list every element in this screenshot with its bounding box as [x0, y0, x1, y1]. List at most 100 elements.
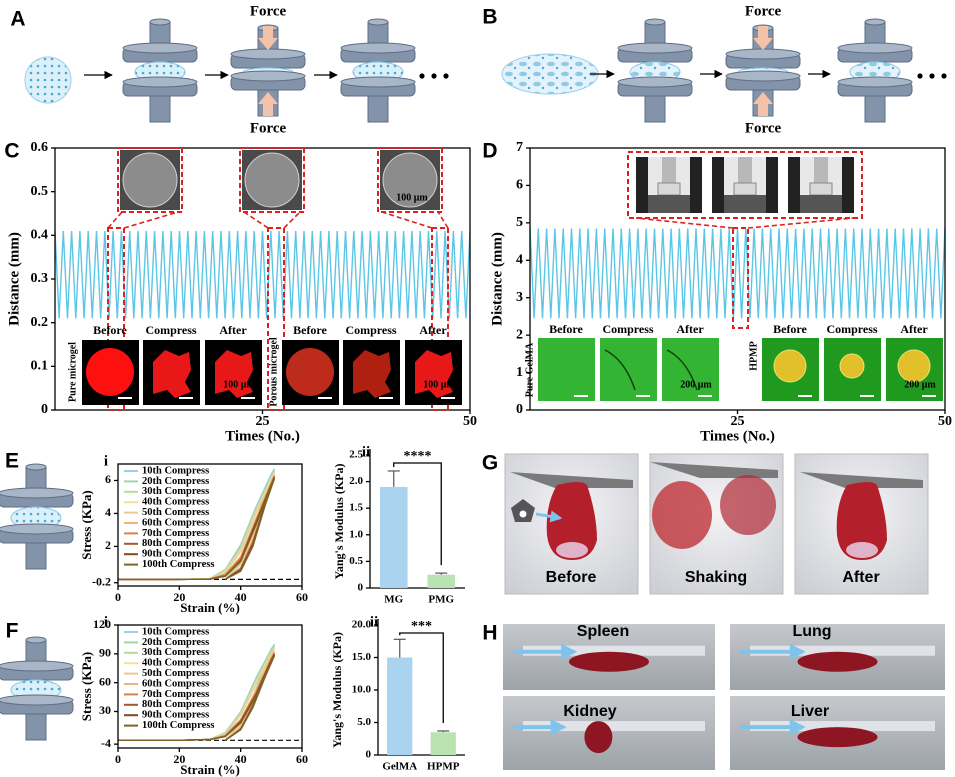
x-tick-label: 0	[115, 752, 121, 766]
y-tick-label: 60	[99, 674, 111, 688]
specimen	[657, 182, 681, 196]
press-plate-top	[122, 76, 198, 88]
sample-label: HPMP	[748, 341, 759, 370]
bar	[379, 486, 408, 588]
plot-frame	[529, 147, 946, 411]
x-tick-label: 60	[296, 752, 308, 766]
sample-label: Porous microgel	[268, 337, 279, 407]
press-plate-top	[837, 76, 913, 88]
camera-bg	[712, 157, 724, 213]
press-plate-top	[725, 70, 801, 82]
x-tick-label: 25	[731, 414, 745, 429]
panel-label: A	[10, 8, 25, 31]
inset-label: Before	[293, 323, 327, 337]
tweezers	[510, 472, 633, 488]
y-axis-label: Yang's Modulus (KPa)	[332, 463, 346, 579]
zoom-box	[267, 227, 285, 411]
panel-label: E	[5, 450, 19, 473]
y-tick-label: 6	[105, 472, 111, 486]
stage	[800, 195, 842, 213]
force-arrow	[753, 26, 773, 50]
slide	[523, 721, 705, 732]
y-tick-label: 1.0	[349, 528, 363, 540]
camera-bg	[842, 157, 854, 213]
y-tick-label: -0.2	[92, 574, 111, 588]
x-tick-label: 60	[296, 590, 308, 604]
y-tick-label: 4	[105, 505, 111, 519]
plot-frame	[117, 624, 303, 749]
hydrogel-disk	[501, 53, 599, 95]
zoom-line	[437, 211, 449, 229]
y-tick-label: 2.0	[349, 475, 363, 487]
inset-label: Compress	[602, 322, 653, 336]
tweezers	[800, 472, 923, 488]
subpanel-label: i	[104, 614, 108, 630]
scale-bar-label: 200 μm	[680, 379, 712, 390]
press-rod-top	[864, 18, 886, 26]
legend-label: 90th Compress	[142, 710, 209, 721]
y-tick-label: 5.0	[357, 716, 371, 728]
y-tick-label: 4	[516, 253, 523, 268]
y-tick-label: 2	[105, 538, 111, 552]
y-axis-label: Stress (KPa)	[79, 652, 94, 721]
panel-label: G	[482, 452, 498, 475]
sem-particle	[244, 152, 300, 208]
inset-label: Compress	[345, 323, 396, 337]
zoom-line	[107, 211, 123, 229]
y-tick-label: 30	[99, 703, 111, 717]
press-rod-top	[644, 18, 666, 26]
legend-label: 30th Compress	[142, 647, 209, 658]
force-label: Force	[745, 3, 782, 19]
panel-label: C	[4, 140, 19, 163]
inset-label: After	[676, 322, 704, 336]
stage	[648, 195, 690, 213]
x-tick-label: HPMP	[427, 761, 460, 773]
photo-label: Lung	[792, 623, 831, 640]
microgel-image	[153, 350, 191, 398]
legend-label: 20th Compress	[142, 637, 209, 648]
tissue-highlight	[556, 542, 588, 558]
x-tick-label: 50	[463, 414, 477, 429]
camera-bg	[690, 157, 702, 213]
x-tick-label: GelMA	[382, 761, 417, 773]
legend-label: 70th Compress	[142, 528, 209, 539]
photo-label: After	[842, 569, 879, 586]
press-plate-top	[230, 48, 306, 60]
x-axis-label: Strain (%)	[180, 762, 240, 777]
legend-label: 20th Compress	[142, 476, 209, 487]
significance-bracket	[393, 462, 442, 566]
x-tick-label: 20	[173, 590, 185, 604]
y-tick-label: 90	[99, 646, 111, 660]
press-plate-top	[617, 42, 693, 54]
legend-label: 70th Compress	[142, 689, 209, 700]
camera-bg	[636, 157, 648, 213]
significance: ***	[411, 619, 432, 634]
inset-label: After	[219, 323, 247, 337]
force-arrow	[753, 92, 773, 116]
legend-label: 40th Compress	[142, 497, 209, 508]
hpmp-image	[897, 349, 931, 383]
subpanel-label: ii	[362, 444, 370, 460]
microgel-image	[415, 350, 453, 398]
x-axis-label: Times (No.)	[700, 428, 775, 444]
press-rod	[25, 713, 47, 741]
press-rod-top	[149, 18, 171, 26]
y-tick-label: 0.4	[31, 228, 49, 243]
scale-bar-label: 100 μm	[423, 379, 455, 390]
pointer-arrow	[535, 510, 563, 523]
significance-bracket	[399, 632, 444, 723]
y-tick-label: 0.2	[31, 315, 49, 330]
hpmp-image	[839, 353, 865, 379]
camera-bg	[766, 157, 778, 213]
scale-bar-label: 100 μm	[396, 192, 428, 203]
fluorescence-image	[600, 338, 657, 401]
data-line	[529, 228, 946, 319]
legend-label: 80th Compress	[142, 699, 209, 710]
legend-label: 10th Compress	[142, 465, 209, 476]
x-tick-label: 20	[173, 752, 185, 766]
ellipsis-dot	[917, 73, 923, 79]
legend-label: 30th Compress	[142, 486, 209, 497]
inset-label: Compress	[145, 323, 196, 337]
y-tick-label: -4	[101, 736, 111, 750]
